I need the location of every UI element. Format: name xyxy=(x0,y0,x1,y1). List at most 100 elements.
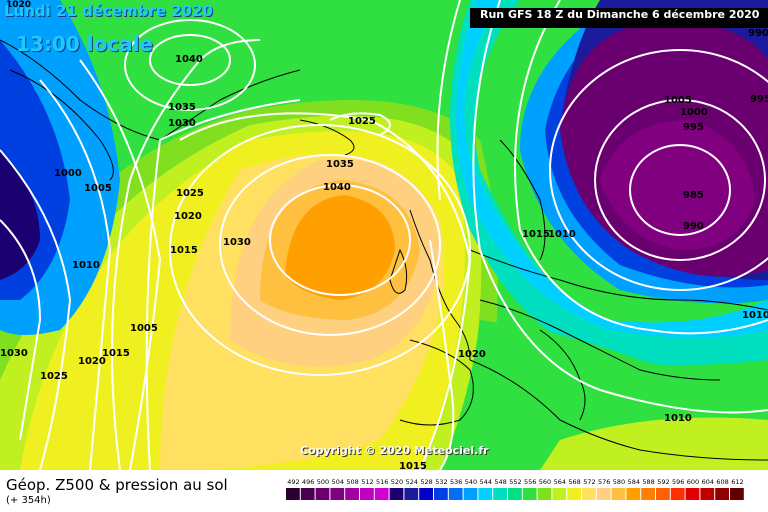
isobar-label: 1035 xyxy=(168,102,196,113)
scale-swatch xyxy=(448,488,463,500)
scale-swatch xyxy=(478,488,493,500)
scale-swatch xyxy=(656,488,670,500)
scale-swatch xyxy=(522,488,537,500)
scale-tick-label: 544 xyxy=(480,478,492,486)
isobars xyxy=(0,0,768,470)
forecast-date: Lundi 21 décembre 2020 xyxy=(4,2,213,20)
isobar-label: 1005 xyxy=(84,183,112,194)
isobar-label: 1010 xyxy=(72,260,100,271)
scale-tick-label: 508 xyxy=(346,478,358,486)
scale-swatch xyxy=(641,488,655,500)
scale-tick-label: 512 xyxy=(361,478,373,486)
isobar-label: 990 xyxy=(683,221,704,232)
isobar-label: 1015 xyxy=(170,245,198,256)
scale-tick-label: 520 xyxy=(391,478,403,486)
isobar-label: 1000 xyxy=(680,107,708,118)
legend-subtitle: (+ 354h) xyxy=(6,495,51,506)
scale-swatch xyxy=(730,488,744,500)
low-pressure-center xyxy=(600,120,755,250)
isobar-label: 1025 xyxy=(40,371,68,382)
isobar-label: 1015 xyxy=(522,229,550,240)
scale-tick-label: 572 xyxy=(583,478,595,486)
scale-tick-label: 528 xyxy=(420,478,432,486)
scale-tick-label: 540 xyxy=(465,478,477,486)
scale-swatch xyxy=(611,488,626,500)
scale-swatch xyxy=(552,488,567,500)
scale-tick-label: 552 xyxy=(509,478,521,486)
scale-tick-label: 600 xyxy=(687,478,699,486)
geopotential-field xyxy=(0,0,768,470)
scale-swatch xyxy=(286,488,300,500)
scale-tick-label: 604 xyxy=(702,478,714,486)
band-deep-orange xyxy=(285,195,395,300)
legend-title: Géop. Z500 & pression au sol xyxy=(6,476,228,494)
scale-tick-label: 596 xyxy=(672,478,684,486)
color-scale: 492 496 500 504 508 512 516 520 524 528 532 536 540 5… xyxy=(286,478,744,500)
scale-tick-label: 568 xyxy=(568,478,580,486)
isobar-label: 995 xyxy=(683,122,704,133)
scale-swatch xyxy=(626,488,641,500)
scale-tick-label: 548 xyxy=(494,478,506,486)
scale-tick-label: 560 xyxy=(539,478,551,486)
scale-swatch xyxy=(374,488,389,500)
copyright-notice: Copyright © 2020 Meteociel.fr xyxy=(300,444,489,457)
isobar-label: 995 xyxy=(750,94,768,105)
scale-swatch xyxy=(434,488,448,500)
scale-tick-label: 556 xyxy=(524,478,536,486)
scale-swatch xyxy=(419,488,433,500)
scale-swatch xyxy=(685,488,700,500)
scale-swatch xyxy=(404,488,419,500)
scale-swatch xyxy=(300,488,315,500)
scale-swatch xyxy=(330,488,345,500)
legend-bar: Géop. Z500 & pression au sol (+ 354h) 49… xyxy=(0,470,768,512)
scale-swatch xyxy=(596,488,611,500)
scale-tick-label: 536 xyxy=(450,478,462,486)
isobar-label: 1015 xyxy=(399,461,427,470)
isobar-label: 1000 xyxy=(54,168,82,179)
scale-swatch xyxy=(360,488,374,500)
scale-swatch xyxy=(537,488,552,500)
scale-tick-label: 588 xyxy=(642,478,654,486)
isobar-label: 1010 xyxy=(548,229,576,240)
scale-tick-label: 516 xyxy=(376,478,388,486)
isobar-label: 1030 xyxy=(0,348,28,359)
band-west-navy xyxy=(0,150,40,280)
isobar-label: 1005 xyxy=(664,95,692,106)
scale-swatch xyxy=(493,488,507,500)
isobar-label: 1020 xyxy=(458,349,486,360)
isobar-label: 1015 xyxy=(102,348,130,359)
scale-tick-label: 564 xyxy=(554,478,566,486)
isobar-label: 1020 xyxy=(174,211,202,222)
isobar-label: 1005 xyxy=(130,323,158,334)
scale-swatch xyxy=(345,488,359,500)
scale-tick-label: 492 xyxy=(287,478,299,486)
scale-swatch xyxy=(389,488,404,500)
scale-swatch xyxy=(508,488,522,500)
scale-tick-label: 608 xyxy=(716,478,728,486)
scale-tick-label: 524 xyxy=(406,478,418,486)
scale-tick-label: 496 xyxy=(302,478,314,486)
scale-swatch xyxy=(715,488,729,500)
scale-swatch xyxy=(315,488,330,500)
band-south-yellowgreen xyxy=(540,417,768,470)
isobar-label: 1010 xyxy=(664,413,692,424)
scale-swatch xyxy=(670,488,685,500)
isobar-label: 1010 xyxy=(742,310,768,321)
scale-swatch xyxy=(567,488,581,500)
weather-map: 1020 1040 1035 1030 1025 1000 1005 1025 … xyxy=(0,0,768,470)
scale-tick-label: 592 xyxy=(657,478,669,486)
scale-tick-label: 504 xyxy=(332,478,344,486)
scale-tick-label: 584 xyxy=(628,478,640,486)
scale-tick-label: 500 xyxy=(317,478,329,486)
isobar-label: 990 xyxy=(748,28,768,39)
isobar-label: 1030 xyxy=(223,237,251,248)
isobar-label: 1030 xyxy=(168,118,196,129)
isobar-label: 1035 xyxy=(326,159,354,170)
scale-tick-label: 612 xyxy=(731,478,743,486)
scale-tick-label: 576 xyxy=(598,478,610,486)
scale-tick-label: 580 xyxy=(613,478,625,486)
isobar-label: 1025 xyxy=(176,188,204,199)
isobar-label: 1020 xyxy=(6,0,32,10)
isobar-label: 1040 xyxy=(323,182,351,193)
forecast-time: 13:00 locale xyxy=(16,32,153,56)
